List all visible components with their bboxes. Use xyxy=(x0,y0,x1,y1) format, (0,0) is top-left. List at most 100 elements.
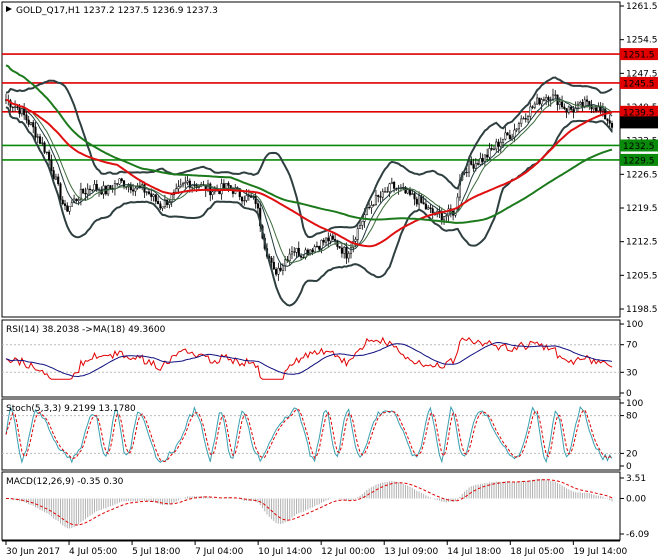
candle-body xyxy=(336,241,339,247)
candle-body xyxy=(554,94,557,96)
candle-body xyxy=(313,246,316,253)
candle-body xyxy=(272,261,275,270)
candle-body xyxy=(29,122,33,125)
candle-body xyxy=(388,183,391,192)
rsi-label: RSI(14) 38.2038 ->MA(18) 49.3600 xyxy=(6,325,166,335)
candle-body xyxy=(542,99,545,101)
candle-body xyxy=(418,195,421,205)
time-tick-label: 12 Jul 00:00 xyxy=(321,547,375,557)
candle-body xyxy=(538,97,541,105)
candle-body xyxy=(315,245,318,248)
candle-body xyxy=(11,106,14,108)
candle-body xyxy=(170,194,173,202)
stoch-tick-label: 0 xyxy=(626,462,632,472)
candle-body xyxy=(147,191,151,194)
price-tick-label: 1226.5 xyxy=(626,170,658,180)
candle-body xyxy=(181,183,185,186)
candle-body xyxy=(343,247,346,254)
candle-body xyxy=(590,105,593,110)
candle-body xyxy=(43,142,46,153)
candle-body xyxy=(545,97,548,101)
price-tick-label: 1219.5 xyxy=(626,204,658,214)
candle-body xyxy=(322,239,325,243)
candle-body xyxy=(381,191,384,198)
price-tick-label: 1212.5 xyxy=(626,238,658,248)
chart-header: GOLD_Q17,H1 1237.2 1237.5 1236.9 1237.3 xyxy=(16,6,218,16)
candle-body xyxy=(508,134,511,140)
time-tick-label: 19 Jul 14:00 xyxy=(573,547,627,557)
rsi-tick-label: 30 xyxy=(626,368,638,378)
candle-body xyxy=(161,206,164,209)
candle-body xyxy=(585,99,589,102)
candle-body xyxy=(327,237,330,242)
stoch-label: Stoch(5,3,3) 9.2199 13.1780 xyxy=(6,404,136,414)
candle-body xyxy=(168,201,171,205)
stoch-tick-label: 100 xyxy=(626,399,643,409)
candle-body xyxy=(275,269,278,275)
candle-body xyxy=(524,118,527,120)
candle-body xyxy=(492,148,496,150)
candle-body xyxy=(240,196,244,202)
candle-body xyxy=(32,122,35,128)
candle-body xyxy=(479,157,482,165)
candle-body xyxy=(300,256,303,258)
candle-body xyxy=(402,187,405,189)
candle-body xyxy=(175,188,178,193)
level-tag-label: 1251.5 xyxy=(623,51,655,61)
candle-body xyxy=(470,160,473,165)
candle-body xyxy=(520,118,523,124)
candle-body xyxy=(483,154,486,162)
candle-body xyxy=(284,259,287,266)
candle-body xyxy=(599,106,602,112)
time-tick-label: 5 Jul 18:00 xyxy=(132,547,181,557)
candle-body xyxy=(540,99,543,105)
candle-body xyxy=(356,228,359,240)
rsi-tick-label: 70 xyxy=(626,341,638,351)
candle-body xyxy=(445,215,448,217)
candle-body xyxy=(442,216,446,221)
candle-body xyxy=(431,208,434,214)
candle-body xyxy=(61,199,64,205)
candle-body xyxy=(281,265,284,271)
candle-body xyxy=(515,128,518,131)
candle-body xyxy=(91,189,94,191)
candle-body xyxy=(576,103,580,109)
candle-body xyxy=(152,194,155,197)
macd-tick-label: 0.00 xyxy=(626,494,646,504)
price-tick-label: 1205.5 xyxy=(626,271,658,281)
time-tick-label: 30 Jun 2017 xyxy=(6,547,60,557)
candle-body xyxy=(558,101,561,106)
ma-red xyxy=(5,98,613,248)
candle-body xyxy=(415,198,418,205)
bollinger-upper xyxy=(5,76,613,239)
level-tag xyxy=(620,116,658,129)
candle-body xyxy=(250,196,253,198)
header-arrow-icon xyxy=(6,6,12,12)
candle-body xyxy=(27,119,30,125)
candle-body xyxy=(150,193,153,197)
candle-body xyxy=(256,203,259,209)
candle-body xyxy=(41,142,44,144)
candle-body xyxy=(120,178,123,181)
candle-body xyxy=(567,106,570,113)
candle-body xyxy=(36,136,39,138)
candle-body xyxy=(186,180,189,183)
macd-label: MACD(12,26,9) -0.35 0.30 xyxy=(6,477,124,487)
candle-body xyxy=(102,185,105,195)
candle-body xyxy=(211,191,214,196)
candle-body xyxy=(38,136,42,144)
candle-body xyxy=(370,204,373,208)
candle-body xyxy=(222,183,225,189)
candle-body xyxy=(331,235,334,240)
candle-body xyxy=(54,176,57,180)
candle-body xyxy=(411,193,414,195)
candle-body xyxy=(68,206,71,212)
candle-body xyxy=(227,182,230,186)
time-tick-label: 4 Jul 05:00 xyxy=(69,547,118,557)
candle-body xyxy=(290,251,294,255)
candle-body xyxy=(318,245,321,250)
candle-body xyxy=(347,253,350,259)
candle-body xyxy=(561,101,564,108)
